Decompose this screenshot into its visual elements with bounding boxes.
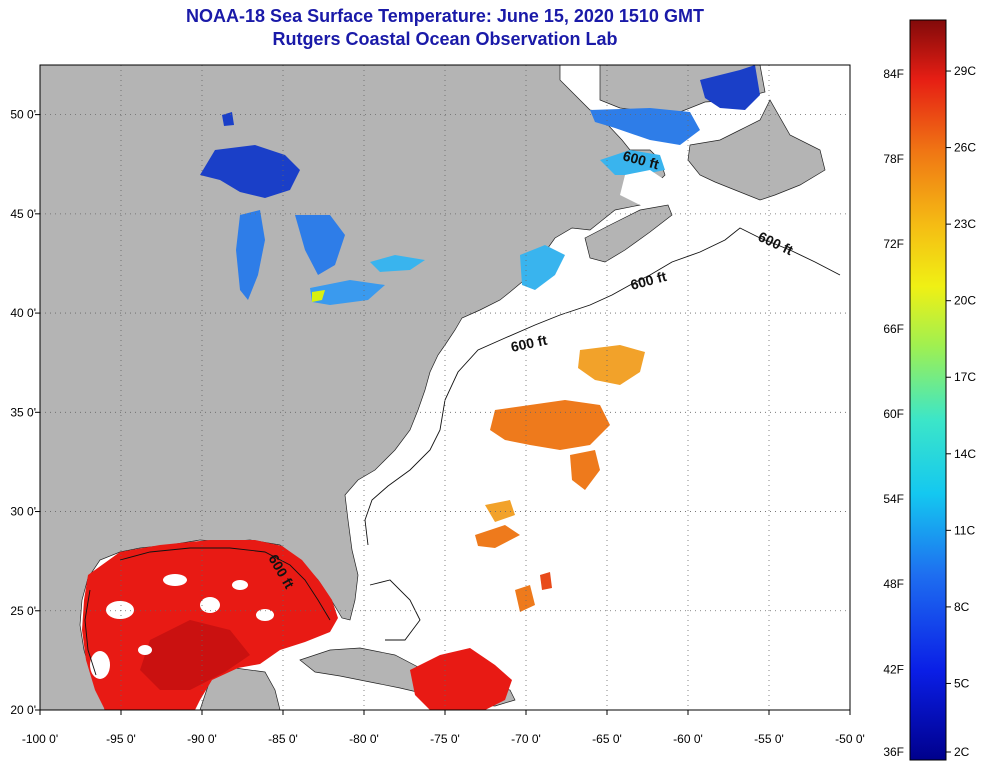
gulf-cloud-gaps xyxy=(90,574,274,679)
st-lawrence-sst xyxy=(520,65,760,290)
longitude-label: -95 0' xyxy=(106,732,136,746)
latitude-label: 40 0' xyxy=(10,306,36,320)
isobath-contours xyxy=(84,227,841,676)
colorbar-celsius-label: 23C xyxy=(954,217,976,231)
latitude-label: 35 0' xyxy=(10,405,36,419)
longitude-label: -55 0' xyxy=(754,732,784,746)
colorbar-fahrenheit-label: 48F xyxy=(883,577,904,591)
great-lakes-sst xyxy=(200,112,425,305)
colorbar-celsius-label: 2C xyxy=(954,745,970,759)
longitude-label: -75 0' xyxy=(430,732,460,746)
colorbar-fahrenheit-label: 36F xyxy=(883,745,904,759)
latitude-label: 20 0' xyxy=(10,703,36,717)
colorbar-celsius-label: 11C xyxy=(954,523,975,537)
map-title: NOAA-18 Sea Surface Temperature: June 15… xyxy=(186,6,704,26)
colorbar-fahrenheit-label: 78F xyxy=(883,152,904,166)
colorbar-fahrenheit-label: 42F xyxy=(883,662,904,676)
colorbar-celsius-label: 14C xyxy=(954,447,976,461)
colorbar-fahrenheit-label: 72F xyxy=(883,237,904,251)
colorbar-fahrenheit-label: 66F xyxy=(883,322,904,336)
longitude-label: -90 0' xyxy=(187,732,217,746)
longitude-label: -65 0' xyxy=(592,732,622,746)
land-nova-scotia xyxy=(584,204,673,263)
colorbar-fahrenheit-label: 54F xyxy=(883,492,904,506)
longitude-label: -60 0' xyxy=(673,732,703,746)
caribbean-sst xyxy=(410,648,512,710)
colorbar-fahrenheit-label: 60F xyxy=(883,407,904,421)
colorbar-celsius-label: 26C xyxy=(954,141,976,155)
longitude-label: -50 0' xyxy=(835,732,865,746)
colorbar-celsius-label: 17C xyxy=(954,370,976,384)
latitude-label: 50 0' xyxy=(10,108,36,122)
land-newfoundland xyxy=(687,99,826,201)
longitude-label: -100 0' xyxy=(22,732,58,746)
gulf-sst-hot xyxy=(140,620,250,690)
latitude-label: 30 0' xyxy=(10,505,36,519)
isobath-label: 600 ft xyxy=(509,332,548,355)
latitude-label: 25 0' xyxy=(10,604,36,618)
graticule xyxy=(40,65,850,710)
longitude-label: -70 0' xyxy=(511,732,541,746)
colorbar-celsius-label: 20C xyxy=(954,294,976,308)
longitude-label: -85 0' xyxy=(268,732,298,746)
map-subtitle: Rutgers Coastal Ocean Observation Lab xyxy=(272,29,618,49)
colorbar-celsius-label: 5C xyxy=(954,676,970,690)
longitude-label: -80 0' xyxy=(349,732,379,746)
colorbar-celsius-label: 29C xyxy=(954,64,976,78)
colorbar-celsius-label: 8C xyxy=(954,600,970,614)
latitude-label: 45 0' xyxy=(10,207,36,221)
colorbar-fahrenheit-label: 84F xyxy=(883,67,904,81)
colorbar-gradient xyxy=(909,19,947,761)
